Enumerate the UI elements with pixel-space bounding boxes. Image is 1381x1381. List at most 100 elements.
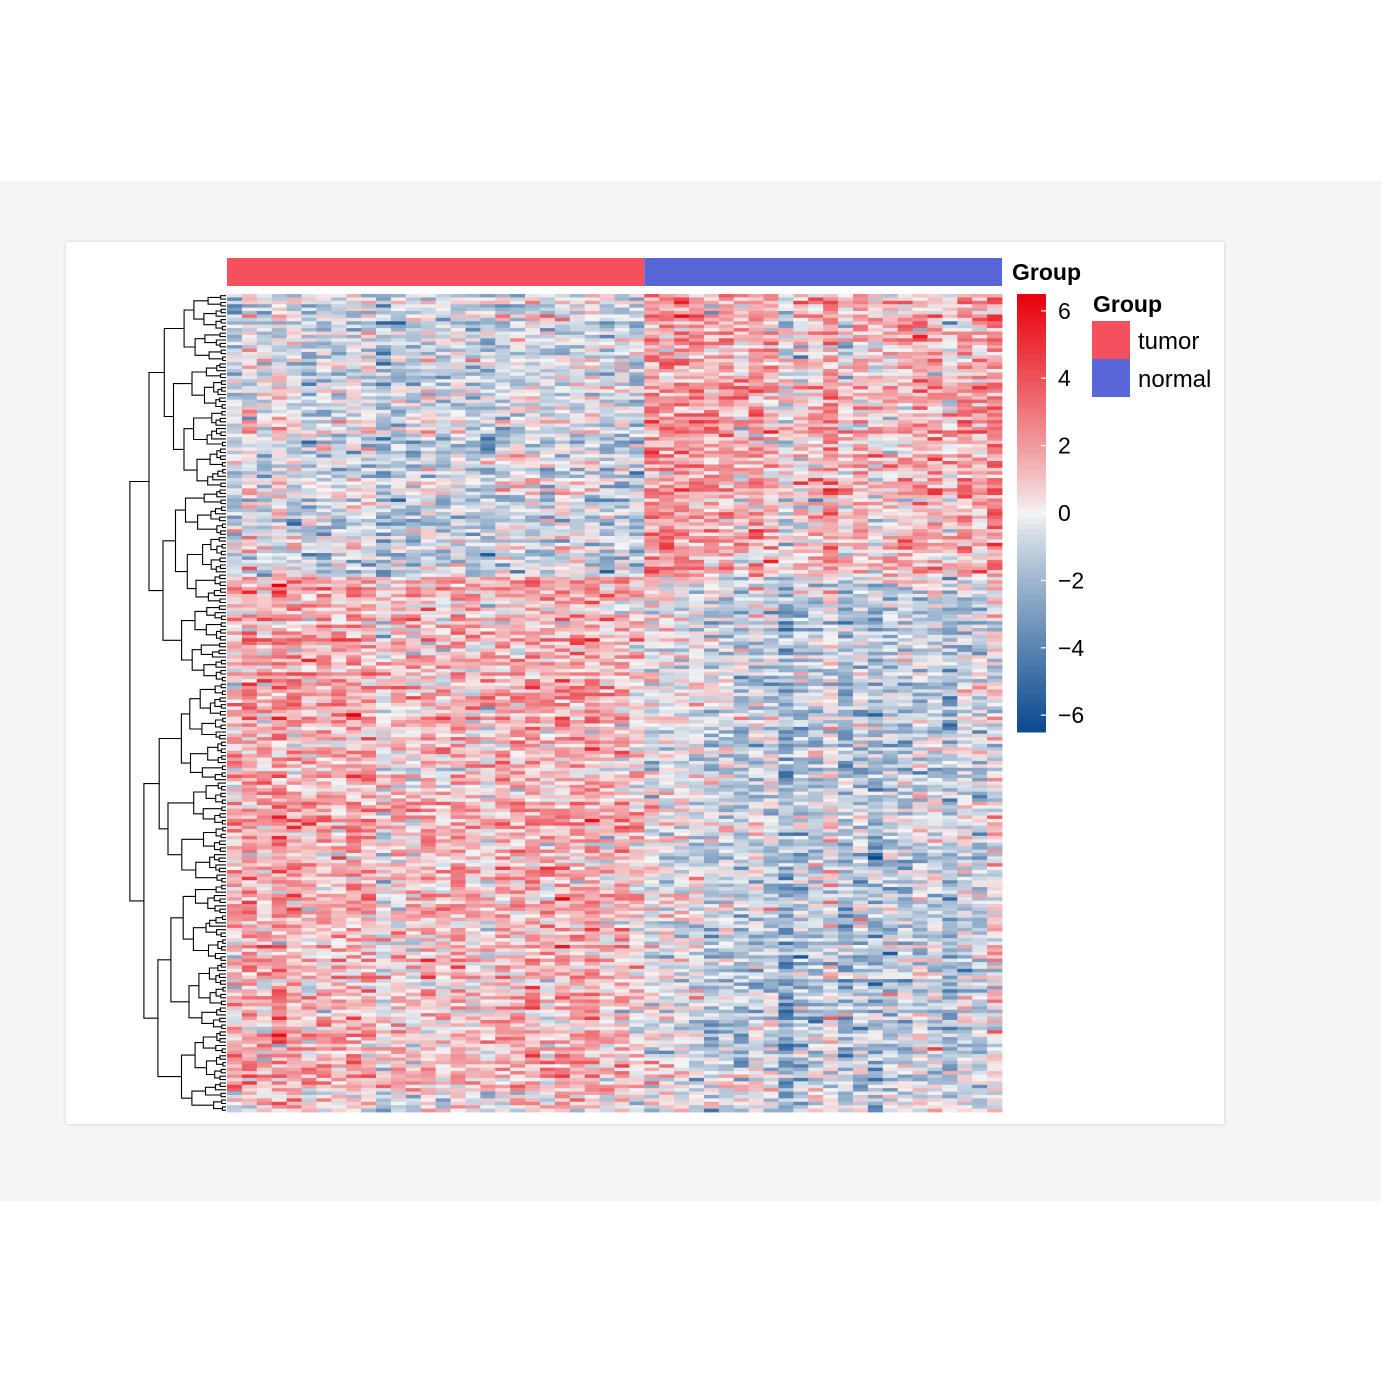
heatmap-cell [316, 358, 332, 363]
heatmap-cell [629, 450, 645, 455]
heatmap-cell [778, 386, 794, 390]
heatmap-cell [763, 447, 779, 452]
heatmap-cell [420, 413, 437, 418]
heatmap-cell [271, 331, 288, 336]
heatmap-cell [316, 478, 332, 482]
heatmap-cell [808, 532, 824, 537]
heatmap-cell [405, 379, 422, 384]
heatmap-cell [852, 454, 869, 458]
heatmap-cell [599, 437, 615, 441]
heatmap-cell [525, 549, 541, 554]
heatmap-cell [852, 430, 869, 435]
heatmap-cell [390, 372, 407, 377]
heatmap-cell [882, 355, 899, 360]
heatmap-cell [972, 423, 988, 428]
heatmap-cell [972, 440, 988, 445]
heatmap-cell [733, 437, 750, 441]
heatmap-cell [659, 365, 675, 370]
heatmap-cell [301, 341, 317, 346]
heatmap-cell [778, 300, 794, 305]
heatmap-cell [718, 454, 735, 458]
heatmap-cell [539, 467, 556, 472]
heatmap-cell [241, 532, 258, 537]
heatmap-cell [793, 539, 809, 544]
heatmap-cell [867, 355, 884, 360]
heatmap-cell [748, 317, 764, 322]
heatmap-cell [271, 604, 288, 608]
heatmap-cell [733, 334, 750, 339]
heatmap-cell [972, 464, 988, 469]
heatmap-cell [823, 362, 839, 366]
heatmap-cell [241, 324, 258, 329]
heatmap-cell [808, 542, 824, 547]
heatmap-cell [376, 501, 392, 506]
heatmap-cell [435, 311, 451, 315]
heatmap-cell [897, 409, 913, 414]
heatmap-cell [659, 311, 675, 315]
heatmap-cell [882, 447, 899, 452]
heatmap-cell [539, 314, 556, 319]
heatmap-cell [748, 389, 764, 394]
heatmap-cell [599, 358, 615, 363]
heatmap-cell [748, 593, 764, 598]
heatmap-cell [525, 331, 541, 336]
heatmap-cell [852, 297, 869, 302]
heatmap-cell [435, 457, 451, 462]
heatmap-cell [569, 539, 586, 544]
dendrogram-branch [194, 889, 217, 904]
heatmap-cell [405, 334, 422, 339]
heatmap-cell [852, 324, 869, 329]
heatmap-cell [301, 426, 317, 431]
heatmap-cell [957, 403, 973, 407]
heatmap-cell [689, 559, 705, 564]
heatmap-cell [376, 300, 392, 305]
heatmap-cell [703, 348, 720, 353]
heatmap-cell [420, 423, 437, 428]
heatmap-cell [227, 345, 243, 349]
heatmap-cell [361, 566, 377, 571]
heatmap-cell [465, 464, 481, 469]
heatmap-cell [584, 409, 600, 414]
heatmap-cell [838, 386, 854, 390]
heatmap-cell [644, 532, 660, 537]
heatmap-cell [674, 447, 690, 452]
heatmap-cell [972, 498, 988, 503]
heatmap-cell [227, 566, 243, 571]
heatmap-cell [390, 300, 407, 305]
heatmap-cell [793, 535, 809, 540]
heatmap-cell [942, 304, 958, 309]
heatmap-cell [927, 474, 943, 479]
heatmap-cell [465, 467, 481, 472]
heatmap-cell [599, 355, 615, 360]
heatmap-cell [569, 590, 586, 595]
heatmap-cell [703, 440, 720, 445]
heatmap-cell [882, 525, 899, 530]
heatmap-cell [256, 488, 273, 493]
heatmap-cell [942, 535, 958, 540]
heatmap-cell [510, 566, 526, 571]
heatmap-cell [480, 518, 496, 523]
heatmap-cell [450, 488, 466, 493]
heatmap-cell [316, 549, 332, 554]
heatmap-cell [852, 433, 869, 438]
heatmap-cell [942, 341, 958, 346]
heatmap-cell [703, 474, 720, 479]
heatmap-cell [674, 341, 690, 346]
heatmap-cell [539, 587, 556, 591]
heatmap-cell [435, 416, 451, 421]
heatmap-cell [823, 365, 839, 370]
heatmap-cell [480, 317, 496, 322]
heatmap-cell [420, 501, 437, 506]
heatmap-cell [659, 297, 675, 302]
heatmap-cell [331, 600, 347, 605]
heatmap-cell [703, 324, 720, 329]
heatmap-cell [376, 559, 392, 564]
heatmap-cell [316, 406, 332, 411]
dendrogram-branch [205, 624, 222, 636]
heatmap-cell [614, 372, 630, 377]
heatmap-cell [316, 437, 332, 441]
heatmap-cell [346, 454, 362, 458]
heatmap-cell [882, 491, 899, 496]
heatmap-cell [405, 512, 422, 516]
heatmap-cell [912, 440, 928, 445]
